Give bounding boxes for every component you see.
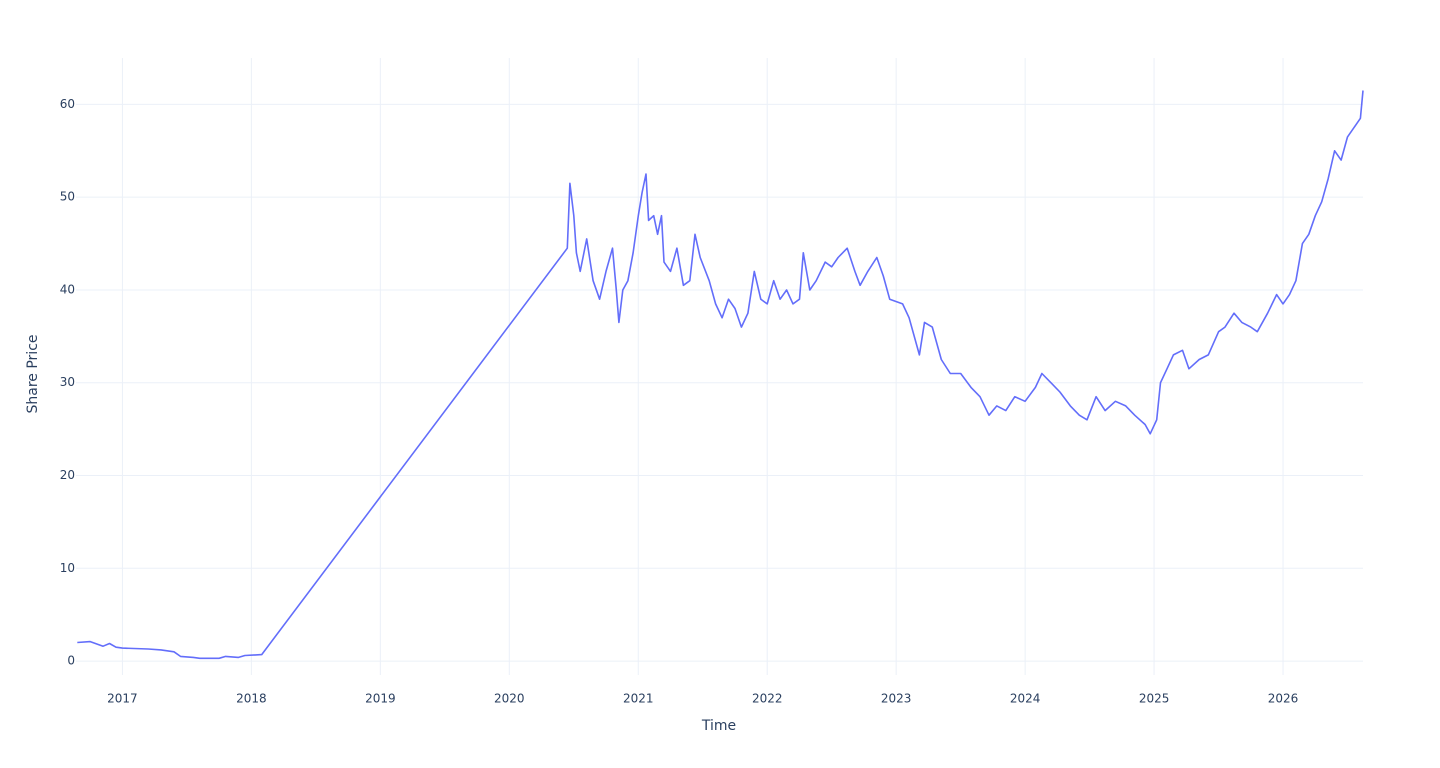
y-tick-label: 40 [60, 282, 75, 296]
x-tick-label: 2019 [365, 692, 396, 706]
x-axis-title: Time [701, 718, 736, 734]
x-tick-label: 2023 [881, 692, 912, 706]
y-tick-label: 0 [67, 654, 75, 668]
x-tick-label: 2026 [1268, 692, 1299, 706]
y-axis-title: Share Price [25, 334, 41, 413]
x-tick-label: 2025 [1139, 692, 1170, 706]
x-tick-label: 2017 [107, 692, 138, 706]
x-tick-label: 2024 [1010, 692, 1041, 706]
x-tick-label: 2020 [494, 692, 525, 706]
y-tick-label: 20 [60, 468, 75, 482]
y-tick-label: 10 [60, 561, 75, 575]
y-tick-label: 60 [60, 97, 75, 111]
y-tick-label: 30 [60, 375, 75, 389]
y-tick-label: 50 [60, 190, 75, 204]
x-tick-label: 2021 [623, 692, 654, 706]
x-tick-label: 2022 [752, 692, 783, 706]
x-tick-label: 2018 [236, 692, 267, 706]
price-line [77, 90, 1364, 660]
